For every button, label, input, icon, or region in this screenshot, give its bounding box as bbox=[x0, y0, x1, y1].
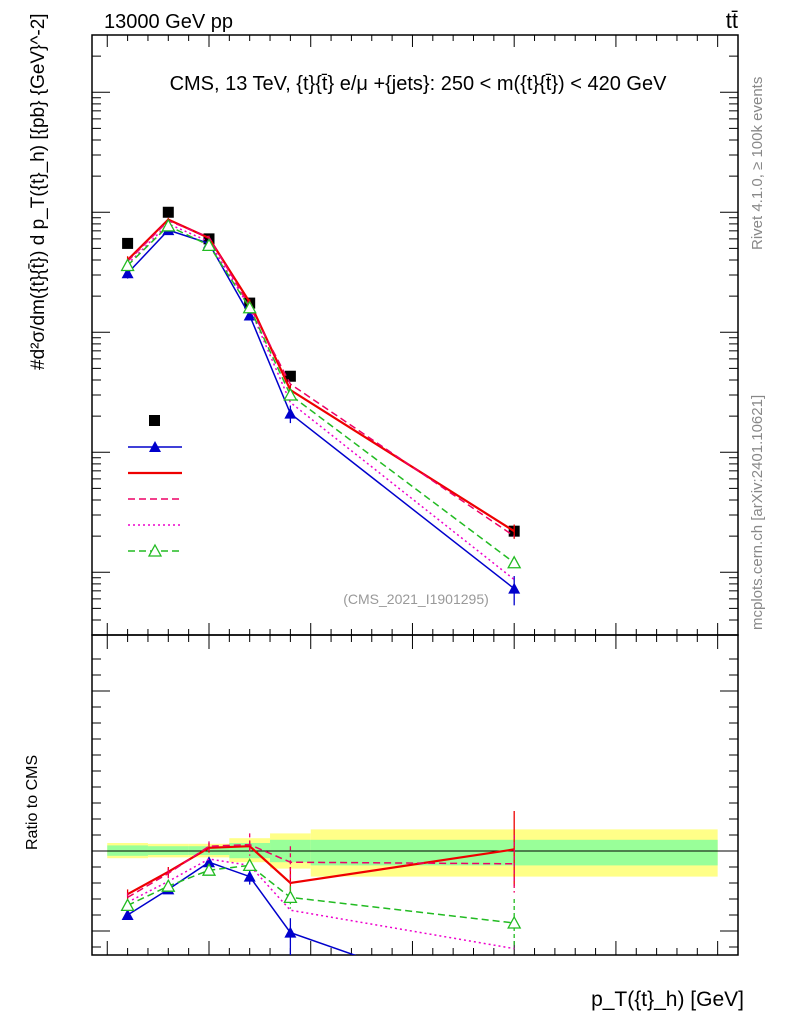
data-point bbox=[121, 267, 134, 279]
data-point bbox=[120, 258, 135, 272]
data-point bbox=[242, 300, 257, 314]
mcplots-label: mcplots.cern.ch [arXiv:2401.10621] bbox=[749, 395, 766, 630]
main-y-ticks bbox=[92, 34, 738, 636]
series-line bbox=[126, 218, 515, 533]
main-y-axis-label: #d²σ/dm({t}{t̄}) d p_T({t}_h) [{pb} {GeV… bbox=[28, 13, 49, 370]
data-point bbox=[162, 206, 174, 218]
ratio-point bbox=[121, 909, 134, 920]
data-point bbox=[508, 582, 521, 594]
energy-label: 13000 GeV pp bbox=[104, 11, 233, 33]
data-point bbox=[243, 309, 256, 321]
process-label: tt̄ bbox=[726, 8, 738, 33]
series-line bbox=[127, 224, 515, 564]
ratio-line bbox=[127, 845, 515, 896]
main-plot-frame bbox=[91, 34, 739, 636]
ratio-plot: Ratio to CMS p_T({t}_h) [GeV] bbox=[24, 634, 744, 1011]
ratio-point bbox=[242, 858, 257, 872]
uncertainty-bands bbox=[92, 829, 738, 877]
ratio-point bbox=[284, 926, 297, 938]
data-point bbox=[507, 555, 522, 569]
data-point bbox=[283, 387, 298, 401]
series-line bbox=[127, 222, 515, 581]
legend-marker bbox=[147, 543, 163, 557]
data-point bbox=[284, 407, 297, 419]
rivet-label: Rivet 4.1.0, ≥ 100k events bbox=[749, 77, 766, 250]
legend-marker bbox=[149, 415, 160, 426]
main-plot: CMS, 13 TeV, {t}{t̄} e/μ +{jets}: 250 < … bbox=[28, 13, 739, 636]
ratio-line bbox=[127, 843, 515, 899]
ratio-y-axis-label: Ratio to CMS bbox=[24, 755, 41, 850]
ratio-line bbox=[127, 858, 515, 950]
ratio-point bbox=[507, 915, 522, 929]
legend-marker bbox=[149, 441, 161, 452]
ratio-point bbox=[243, 870, 256, 882]
ratio-point bbox=[120, 898, 135, 912]
ratio-point bbox=[201, 862, 217, 876]
analysis-id: (CMS_2021_I1901295) bbox=[343, 591, 489, 607]
ratio-ticks bbox=[92, 635, 738, 955]
data-point bbox=[201, 237, 217, 251]
main-series bbox=[120, 206, 522, 606]
data-point bbox=[122, 237, 134, 249]
main-plot-title: CMS, 13 TeV, {t}{t̄} e/μ +{jets}: 250 < … bbox=[170, 73, 668, 95]
series-line bbox=[127, 219, 515, 537]
legend bbox=[128, 415, 182, 557]
data-point bbox=[161, 218, 176, 232]
data-point bbox=[284, 370, 296, 382]
ratio-series bbox=[120, 811, 522, 955]
ratio-line bbox=[127, 861, 357, 955]
ratio-line bbox=[127, 864, 515, 924]
ratio-point bbox=[202, 856, 215, 868]
ratio-point bbox=[161, 878, 176, 892]
x-axis-label: p_T({t}_h) [GeV] bbox=[591, 988, 744, 1011]
ratio-point bbox=[283, 890, 298, 904]
ratio-plot-frame bbox=[91, 634, 739, 956]
series-line bbox=[127, 229, 515, 590]
